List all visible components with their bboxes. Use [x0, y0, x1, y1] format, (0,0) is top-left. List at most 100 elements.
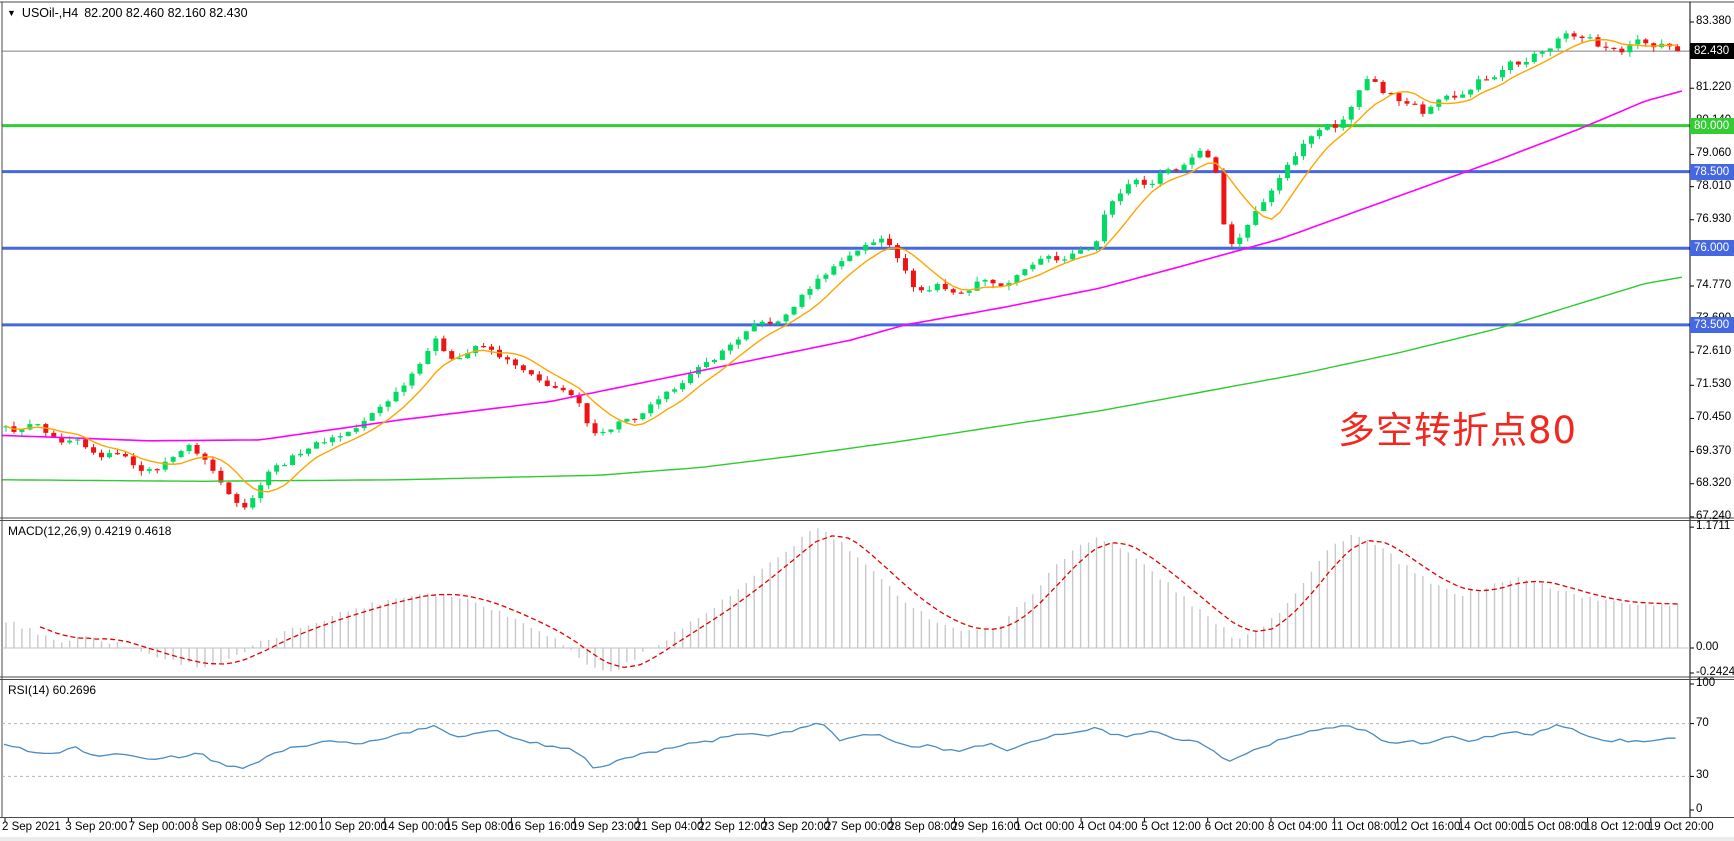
candle-body: [1348, 106, 1354, 120]
candle-body: [1229, 224, 1235, 244]
time-tick-label: 16 Sep 16:00: [508, 821, 577, 833]
candle-body: [608, 429, 614, 432]
candle-body: [1499, 69, 1505, 78]
price-tick-label: 74.770: [1696, 278, 1732, 291]
candle-body: [186, 444, 192, 452]
candle-body: [481, 346, 487, 348]
candle-body: [226, 482, 232, 495]
price-tick-label: 69.370: [1696, 444, 1732, 457]
candle-body: [616, 421, 622, 430]
candle-body: [664, 391, 670, 400]
price-level-badge: 73.500: [1690, 316, 1734, 333]
candle-body: [250, 498, 256, 508]
price-level-badge: 78.500: [1690, 163, 1734, 180]
time-tick-label: 9 Sep 12:00: [255, 821, 318, 833]
candle-body: [1014, 275, 1020, 283]
candle-body: [83, 439, 89, 448]
candle-body: [1372, 79, 1378, 82]
candle-body: [703, 362, 709, 368]
candle-body: [457, 358, 463, 360]
candle-body: [409, 373, 415, 386]
time-tick-label: 4 Oct 04:00: [1078, 821, 1138, 833]
time-tick-label: 5 Oct 12:00: [1141, 821, 1201, 833]
candle-body: [783, 314, 789, 322]
candle-body: [1468, 89, 1474, 95]
candle-body: [1141, 179, 1147, 185]
candle-body: [1523, 61, 1529, 65]
candle-body: [759, 321, 765, 325]
time-tick-label: 21 Sep 04:00: [635, 821, 704, 833]
dropdown-arrow-icon[interactable]: ▼: [7, 7, 16, 18]
candle-body: [958, 292, 964, 294]
candle-body: [138, 465, 144, 471]
price-tick-label: 81.220: [1696, 81, 1732, 94]
candle-body: [584, 403, 590, 424]
candle-body: [520, 365, 526, 371]
candle-body: [656, 399, 662, 405]
window-bottom-strip: [0, 837, 1734, 841]
time-tick-label: 6 Oct 20:00: [1204, 821, 1265, 833]
candle-body: [130, 456, 136, 466]
candle-body: [1476, 79, 1482, 90]
candle-body: [1181, 164, 1187, 170]
time-tick-label: 8 Sep 08:00: [191, 821, 254, 833]
candle-body: [1054, 256, 1060, 261]
price-tick-label: 76.930: [1696, 212, 1732, 225]
candle-body: [1261, 202, 1267, 211]
candle-body: [934, 283, 940, 291]
candle-body: [600, 431, 606, 434]
candle-body: [1675, 46, 1681, 52]
candle-body: [998, 283, 1004, 286]
price-level-badge: 80.000: [1690, 117, 1734, 134]
ma-mid-line: [1, 90, 1683, 442]
time-tick-label: 19 Sep 23:00: [571, 821, 641, 833]
candle-body: [1340, 119, 1346, 128]
time-tick-label: 29 Sep 16:00: [951, 821, 1020, 833]
ma-slow-line: [2, 276, 1683, 482]
time-tick-label: 12 Oct 16:00: [1394, 821, 1461, 833]
candle-body: [1030, 264, 1036, 270]
price-tick-label: 79.060: [1696, 147, 1732, 160]
candle-body: [345, 431, 351, 437]
candle-body: [178, 451, 184, 458]
candle-body: [425, 350, 431, 364]
candle-body: [1269, 190, 1275, 203]
candle-body: [887, 238, 893, 246]
time-tick-label: 10 Sep 20:00: [318, 821, 387, 833]
candle-body: [1579, 36, 1585, 39]
chart-header: ▼ USOil-,H4 82.200 82.460 82.160 82.430: [7, 6, 248, 20]
candle-body: [122, 453, 128, 457]
candle-body: [321, 442, 327, 444]
candle-body: [552, 385, 558, 388]
candle-body: [544, 380, 550, 386]
candle-body: [918, 287, 924, 291]
candle-body: [966, 290, 972, 293]
candle-body: [1038, 258, 1044, 265]
candle-body: [1492, 77, 1498, 80]
candle-body: [210, 459, 216, 471]
candle-body: [1308, 136, 1314, 144]
candle-body: [1643, 39, 1649, 44]
candle-body: [1603, 46, 1609, 48]
candle-body: [1420, 104, 1426, 114]
candle-body: [807, 288, 813, 295]
candle-body: [19, 429, 25, 432]
candle-body: [1412, 103, 1418, 105]
candle-body: [1332, 124, 1338, 128]
candle-body: [1452, 95, 1458, 98]
candle-body: [313, 442, 319, 449]
candle-body: [839, 261, 845, 267]
candle-body: [91, 447, 97, 453]
candle-body: [1173, 169, 1179, 171]
candle-body: [1197, 150, 1203, 158]
candle-body: [114, 453, 120, 455]
time-tick-label: 8 Oct 04:00: [1268, 821, 1328, 833]
candle-body: [1380, 81, 1386, 94]
candle-body: [1133, 179, 1139, 185]
candle-body: [282, 465, 288, 467]
candle-body: [592, 423, 598, 434]
time-tick-label: 23 Sep 20:00: [761, 821, 831, 833]
candle-body: [1595, 37, 1601, 47]
candle-body: [950, 289, 956, 293]
